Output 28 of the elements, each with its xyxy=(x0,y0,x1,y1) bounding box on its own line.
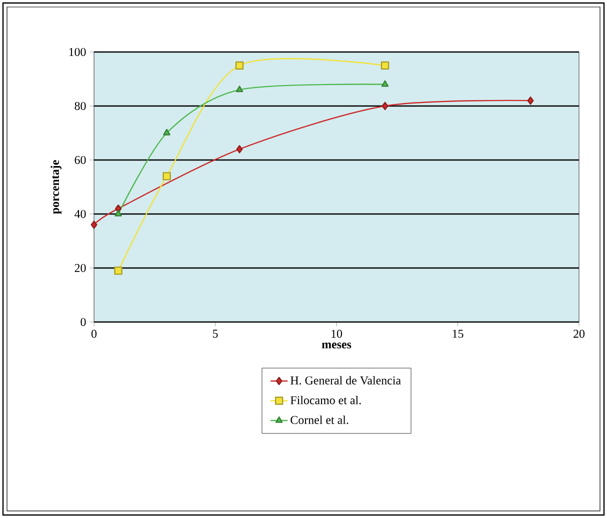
x-tick-label: 5 xyxy=(212,330,218,338)
point xyxy=(380,61,390,70)
point xyxy=(162,172,171,180)
point xyxy=(90,220,98,229)
point xyxy=(527,96,534,105)
x-tick-label: 0 xyxy=(91,330,97,338)
y-tick-label: 0 xyxy=(80,318,86,326)
point xyxy=(114,266,122,275)
legend-label: Filocamo et al. xyxy=(290,396,361,404)
x-tick-label: 10 xyxy=(332,330,342,338)
x-tick-label: 15 xyxy=(452,330,464,338)
y-tick-label: 100 xyxy=(69,48,86,56)
legend-label: Cornel et al. xyxy=(290,416,348,424)
point xyxy=(382,102,388,110)
point xyxy=(236,145,243,154)
x-axis-title: meses xyxy=(322,342,352,348)
x-tick-label: 20 xyxy=(574,330,585,338)
point xyxy=(114,210,122,216)
point xyxy=(381,80,389,87)
y-tick-label: 40 xyxy=(74,210,86,218)
y-tick-label: 60 xyxy=(74,156,86,164)
y-axis-title: porcentaje xyxy=(50,160,62,214)
legend-label: H. General de Valencia xyxy=(290,376,401,385)
y-tick-label: 20 xyxy=(74,264,86,272)
point xyxy=(236,86,244,92)
y-tick-label: 80 xyxy=(74,102,86,110)
point xyxy=(235,61,244,70)
point xyxy=(163,128,170,136)
